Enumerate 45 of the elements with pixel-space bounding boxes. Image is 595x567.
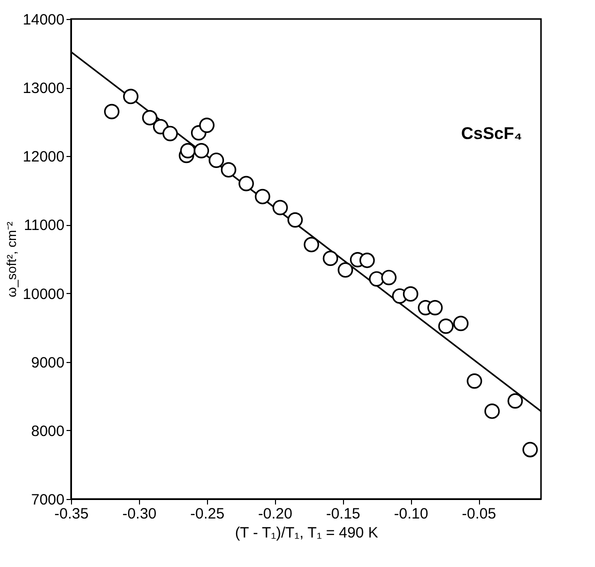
y-tick-label: 13000 bbox=[22, 80, 64, 98]
y-tick-label: 7000 bbox=[31, 492, 64, 508]
point bbox=[254, 188, 270, 204]
x-tick-label: -0.10 bbox=[394, 506, 428, 522]
x-tick-label: -0.15 bbox=[326, 506, 360, 522]
point bbox=[484, 404, 500, 419]
y-tick-label: 14000 bbox=[22, 12, 64, 28]
x-tick-label: -0.30 bbox=[122, 506, 157, 522]
point bbox=[162, 126, 178, 142]
x-tick-label: -0.25 bbox=[190, 506, 224, 522]
point bbox=[508, 393, 523, 409]
x-axis-title: (T - T₁)/T₁, T₁ = 490 K bbox=[234, 524, 378, 542]
point bbox=[208, 152, 224, 168]
point bbox=[368, 271, 384, 287]
point bbox=[199, 118, 215, 133]
point bbox=[453, 316, 469, 332]
x-tick-label: -0.05 bbox=[462, 506, 496, 522]
point bbox=[238, 176, 254, 192]
point bbox=[438, 318, 454, 334]
x-tick-label: -0.35 bbox=[54, 506, 89, 522]
point bbox=[220, 162, 236, 178]
y-tick-label: 11000 bbox=[24, 217, 64, 234]
point bbox=[359, 252, 375, 268]
point bbox=[322, 250, 338, 266]
point bbox=[194, 142, 210, 158]
y-axis-title: ω_soft², cm⁻² bbox=[4, 221, 19, 298]
x-tick-label: -0.20 bbox=[258, 506, 292, 522]
y-tick-label: 10000 bbox=[22, 286, 64, 303]
point bbox=[304, 236, 320, 252]
point bbox=[402, 286, 418, 302]
annotation: CsScF₄ bbox=[461, 124, 522, 144]
point bbox=[338, 262, 354, 278]
point bbox=[142, 110, 158, 126]
y-tick-label: 9000 bbox=[31, 354, 64, 372]
point bbox=[427, 300, 443, 316]
point bbox=[123, 88, 138, 104]
point bbox=[287, 212, 303, 228]
y-tick-label: 12000 bbox=[22, 148, 64, 166]
point bbox=[522, 442, 538, 458]
point bbox=[104, 104, 120, 120]
point bbox=[466, 373, 482, 389]
point bbox=[180, 142, 196, 158]
point bbox=[381, 270, 397, 286]
point bbox=[272, 200, 288, 216]
y-tick-label: 8000 bbox=[31, 422, 64, 440]
